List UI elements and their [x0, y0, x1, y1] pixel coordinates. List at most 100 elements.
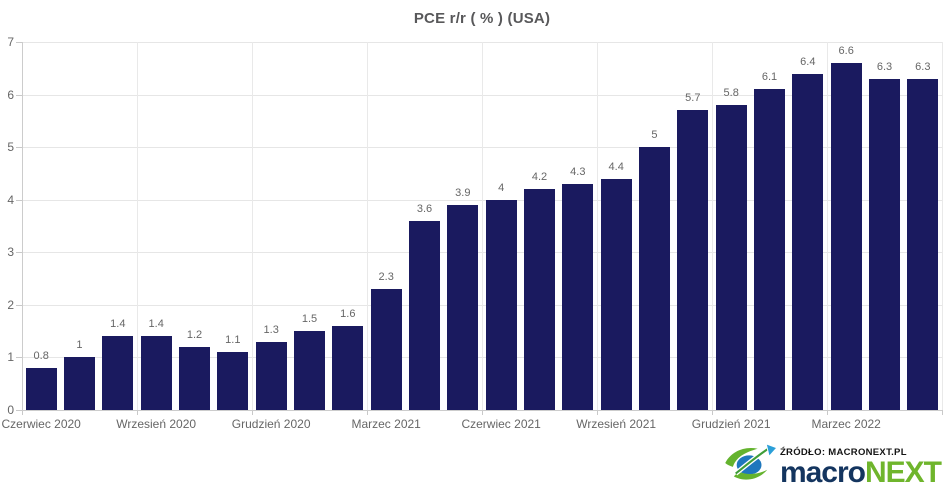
bar-value-label: 4.3 — [570, 165, 586, 178]
bar — [64, 357, 95, 410]
logo-wordmark: macroNEXT — [779, 456, 942, 488]
bar — [869, 78, 900, 410]
y-axis-label: 5 — [7, 140, 14, 155]
macronext-logo-icon — [725, 443, 778, 480]
bar — [830, 63, 862, 410]
bar — [370, 289, 402, 410]
x-tick — [22, 410, 23, 415]
x-gridline — [482, 42, 483, 410]
bar — [485, 199, 517, 410]
y-tick — [16, 410, 22, 411]
bar — [217, 352, 249, 410]
x-tick — [252, 410, 253, 415]
x-axis-label: Wrzesień 2020 — [116, 417, 197, 431]
x-axis-label: Wrzesień 2021 — [576, 417, 657, 431]
y-tick — [16, 304, 22, 306]
bar — [754, 89, 785, 410]
bar — [524, 189, 555, 410]
x-tick — [137, 410, 138, 415]
x-axis-label: Czerwiec 2021 — [461, 417, 541, 431]
bar-value-label: 4.2 — [531, 171, 548, 184]
logo-text-block: ŹRÓDŁO: MACRONEXT.PL macroNEXT — [779, 447, 942, 488]
logo-word-next: NEXT — [864, 456, 942, 488]
y-axis-line — [22, 42, 23, 410]
x-tick — [367, 410, 368, 415]
bar — [677, 110, 709, 410]
x-tick — [712, 410, 713, 415]
x-tick — [942, 410, 943, 415]
bar-value-label: 6.4 — [800, 55, 816, 68]
x-gridline — [367, 42, 368, 410]
y-tick — [16, 94, 22, 96]
bar — [409, 220, 440, 410]
bar — [102, 336, 134, 410]
bar-value-label: 6.6 — [838, 45, 854, 58]
bar-value-label: 1.3 — [263, 323, 279, 336]
y-tick — [16, 252, 22, 254]
bar-value-label: 1.4 — [148, 318, 164, 331]
bar — [792, 73, 824, 410]
bar-value-label: 1.1 — [225, 334, 241, 347]
bar — [294, 331, 325, 410]
bar — [25, 367, 57, 410]
source-text: ŹRÓDŁO: MACRONEXT.PL — [779, 447, 907, 458]
x-axis-line — [22, 410, 942, 411]
x-gridline — [827, 42, 828, 410]
bar-value-label: 3.9 — [455, 186, 471, 199]
y-axis-label: 1 — [7, 350, 14, 365]
macronext-logo: ŹRÓDŁO: MACRONEXT.PL macroNEXT — [724, 443, 942, 488]
bar-value-label: 6.3 — [915, 60, 931, 73]
bar-value-label: 4.4 — [608, 160, 624, 173]
bar — [332, 325, 364, 410]
x-axis-label: Grudzień 2020 — [231, 417, 311, 431]
bar-value-label: 1.2 — [186, 328, 203, 341]
y-tick — [16, 357, 22, 359]
bar — [562, 183, 594, 410]
x-gridline — [252, 42, 253, 410]
x-gridline — [712, 42, 713, 410]
x-gridline — [137, 42, 138, 410]
bar-value-label: 1.6 — [340, 307, 356, 320]
y-axis-label: 0 — [7, 403, 14, 417]
y-tick — [16, 42, 22, 43]
x-axis-label: Grudzień 2021 — [691, 417, 771, 431]
x-axis-label: Czerwiec 2020 — [1, 417, 81, 431]
y-axis-label: 2 — [7, 297, 14, 312]
bar-value-label: 1.4 — [110, 318, 126, 331]
bar-value-label: 1 — [76, 339, 83, 352]
y-axis-label: 6 — [7, 87, 14, 102]
y-axis-label: 7 — [7, 35, 14, 49]
bar-value-label: 5 — [651, 129, 658, 142]
bar-value-label: 5.8 — [723, 87, 739, 100]
bar — [715, 105, 747, 410]
x-tick — [482, 410, 483, 415]
bar — [447, 204, 479, 410]
bar-value-label: 2.3 — [378, 271, 394, 284]
bar-value-label: 4 — [498, 181, 505, 194]
x-axis-label: Marzec 2021 — [351, 417, 421, 431]
y-axis-label: 4 — [7, 192, 14, 207]
bar-value-label: 0.8 — [33, 349, 49, 362]
bar — [907, 78, 939, 410]
bar — [639, 147, 670, 410]
bar — [179, 346, 210, 410]
x-tick — [827, 410, 828, 415]
y-tick — [16, 199, 22, 201]
y-axis-label: 3 — [7, 245, 14, 260]
chart-title: PCE r/r ( % ) (USA) — [413, 10, 551, 27]
logo-word-macro: macro — [779, 456, 866, 488]
bar-value-label: 6.3 — [876, 60, 893, 73]
bar-value-label: 3.6 — [416, 202, 433, 215]
x-tick — [597, 410, 598, 415]
bar-value-label: 5.7 — [685, 92, 701, 105]
y-tick — [16, 147, 22, 149]
bar-value-label: 6.1 — [761, 71, 778, 84]
bar — [140, 336, 172, 410]
x-gridline — [942, 42, 943, 410]
x-axis-label: Marzec 2022 — [811, 417, 881, 431]
bar — [600, 178, 632, 410]
x-gridline — [597, 42, 598, 410]
bar — [255, 341, 287, 410]
bar-value-label: 1.5 — [301, 313, 318, 326]
